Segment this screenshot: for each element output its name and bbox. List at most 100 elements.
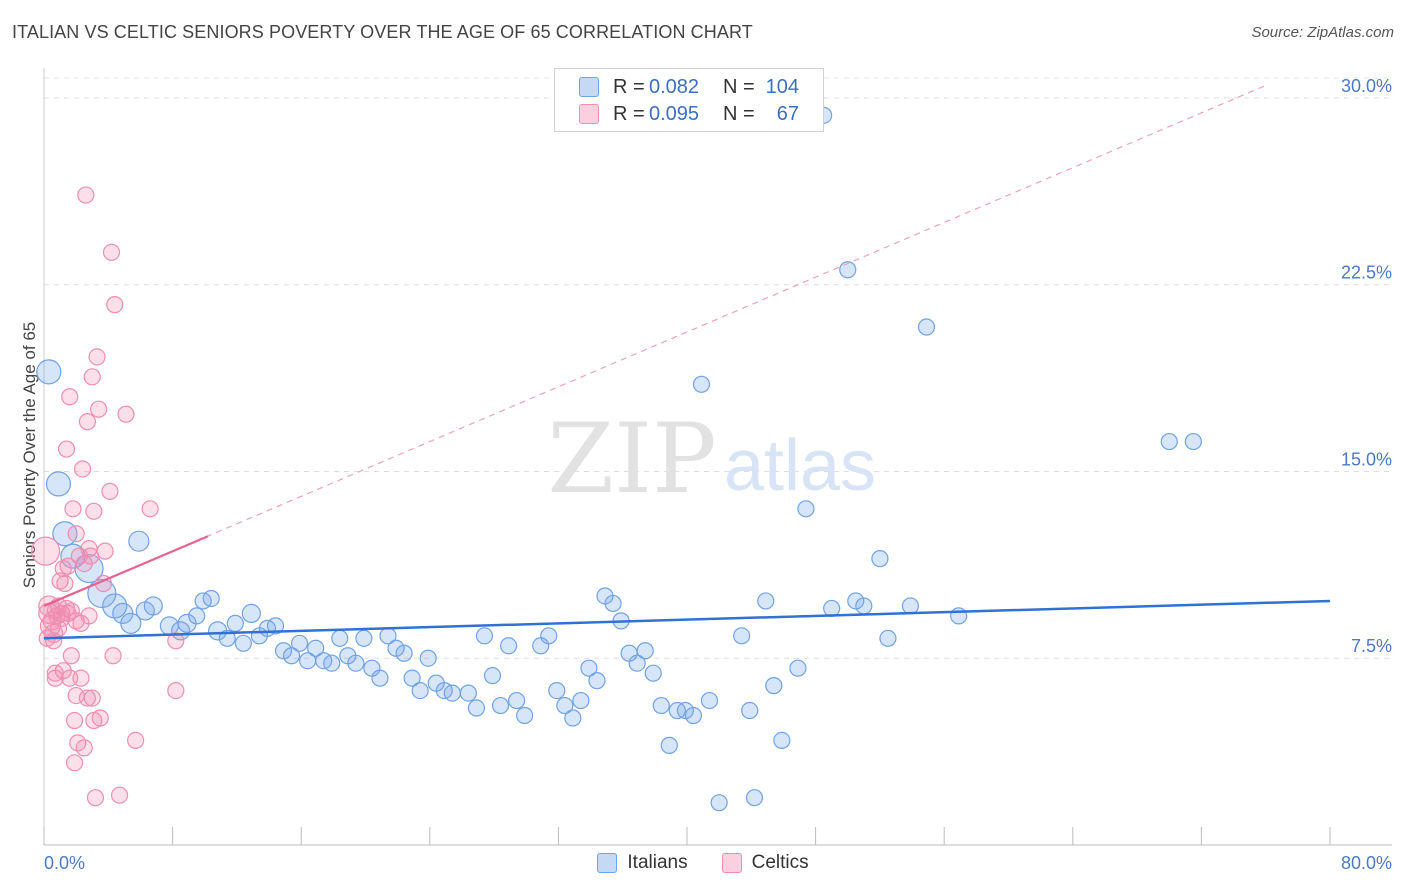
italians-point	[459, 684, 477, 702]
celtics-point	[91, 709, 109, 727]
gridlines	[44, 77, 1392, 659]
italians-point	[241, 603, 261, 624]
celtics-point	[106, 296, 124, 314]
italians-point	[508, 691, 526, 710]
italians-point	[652, 696, 670, 715]
italians-point	[871, 550, 889, 568]
italians-trend-line	[43, 599, 1331, 640]
celtics-point	[72, 669, 90, 687]
celtics-point	[62, 647, 80, 665]
celtics-point	[62, 602, 80, 620]
italians-point	[556, 696, 574, 715]
series-legend-italians: Italians	[597, 852, 688, 874]
legend-n-value: 104	[765, 75, 799, 98]
legend-n-label: N =	[723, 102, 755, 125]
legend-r-value: 0.095	[649, 102, 700, 125]
watermark-zip: ZIP	[547, 403, 716, 515]
italians-point	[483, 667, 502, 685]
tick-labels: 7.5% 15.0% 22.5% 30.0% 0.0% 80.0%	[44, 76, 1392, 873]
series-legend-label: Celtics	[751, 852, 809, 873]
series-legend-swatch-italians	[597, 853, 618, 873]
celtics-point	[167, 682, 185, 700]
celtics-point	[77, 186, 95, 204]
italians-point	[120, 612, 142, 634]
legend-swatch-celtics	[579, 104, 599, 124]
italians-point	[684, 706, 703, 725]
italians-point	[371, 669, 389, 687]
legend-n-label: N =	[723, 75, 755, 98]
watermark: ZIP atlas	[547, 403, 876, 515]
italians-point	[901, 597, 920, 615]
series-legend: Italians Celtics	[0, 852, 1406, 874]
italians-point	[403, 669, 421, 687]
italians-point	[290, 634, 309, 652]
celtics-point	[104, 647, 122, 665]
italians-point	[572, 691, 590, 710]
italians-point	[733, 627, 751, 645]
italians-point	[917, 318, 936, 336]
watermark-atlas: atlas	[724, 426, 876, 506]
italians-point	[636, 642, 654, 660]
italians-point	[355, 629, 373, 647]
celtics-point	[96, 542, 114, 560]
italians-point	[516, 706, 534, 725]
italians-point	[36, 359, 62, 385]
x-tick-label: 80.0%	[1341, 853, 1392, 873]
celtics-point	[31, 536, 61, 566]
y-tick-label: 30.0%	[1341, 76, 1392, 96]
celtics-point	[85, 502, 103, 520]
source-credit: Source: ZipAtlas.com	[1251, 24, 1394, 41]
italians-point	[1184, 432, 1202, 451]
italians-point	[395, 644, 413, 662]
italians-point	[411, 682, 429, 700]
x-tick-label: 0.0%	[44, 853, 85, 873]
celtics-point	[102, 243, 121, 261]
italians-point	[789, 659, 807, 677]
italians-point	[188, 607, 206, 625]
italians-point	[475, 627, 494, 645]
y-tick-label: 15.0%	[1341, 449, 1392, 469]
italians-point	[234, 634, 252, 652]
italians-point	[773, 731, 791, 750]
legend-row-celtics: R = 0.095 N = 67	[579, 102, 799, 126]
italians-point	[741, 701, 759, 720]
y-tick-label: 7.5%	[1351, 636, 1392, 656]
legend-r-label: R =	[613, 75, 645, 98]
italians-point	[588, 672, 606, 690]
celtics-point	[65, 754, 84, 772]
celtics-point	[67, 525, 85, 543]
italians-point	[692, 375, 711, 393]
celtics-point	[56, 574, 74, 593]
celtics-point	[61, 388, 79, 406]
italians-point	[443, 684, 461, 702]
series-legend-celtics: Celtics	[721, 852, 809, 874]
celtics-point	[73, 460, 92, 478]
celtics-point	[75, 739, 93, 757]
italians-point	[143, 596, 163, 616]
legend-n-value: 67	[776, 102, 799, 125]
italians-point	[580, 659, 598, 677]
italians-point	[499, 637, 518, 655]
legend-r-value: 0.082	[649, 75, 700, 98]
italians-point	[855, 597, 873, 615]
italians-point	[879, 629, 897, 647]
celtics-point	[78, 413, 97, 431]
italians-point	[765, 677, 783, 695]
celtics-point	[86, 789, 105, 807]
italians-point	[282, 647, 301, 665]
italians-point	[540, 627, 558, 645]
celtics-point	[64, 500, 82, 518]
legend-swatch-italians	[579, 77, 599, 97]
celtics-trend-extension	[43, 84, 1266, 607]
celtics-point	[90, 400, 108, 418]
celtics-point	[65, 711, 84, 730]
celtics-trend-line	[43, 535, 209, 607]
celtics-point	[117, 405, 135, 423]
celtics-point	[78, 689, 97, 707]
italians-point	[323, 654, 341, 672]
italians-point	[710, 794, 728, 812]
italians-point	[307, 639, 325, 657]
chart-title: ITALIAN VS CELTIC SENIORS POVERTY OVER T…	[12, 22, 753, 42]
legend: R = 0.082 N = 104 R = 0.095 N = 67	[554, 68, 824, 132]
